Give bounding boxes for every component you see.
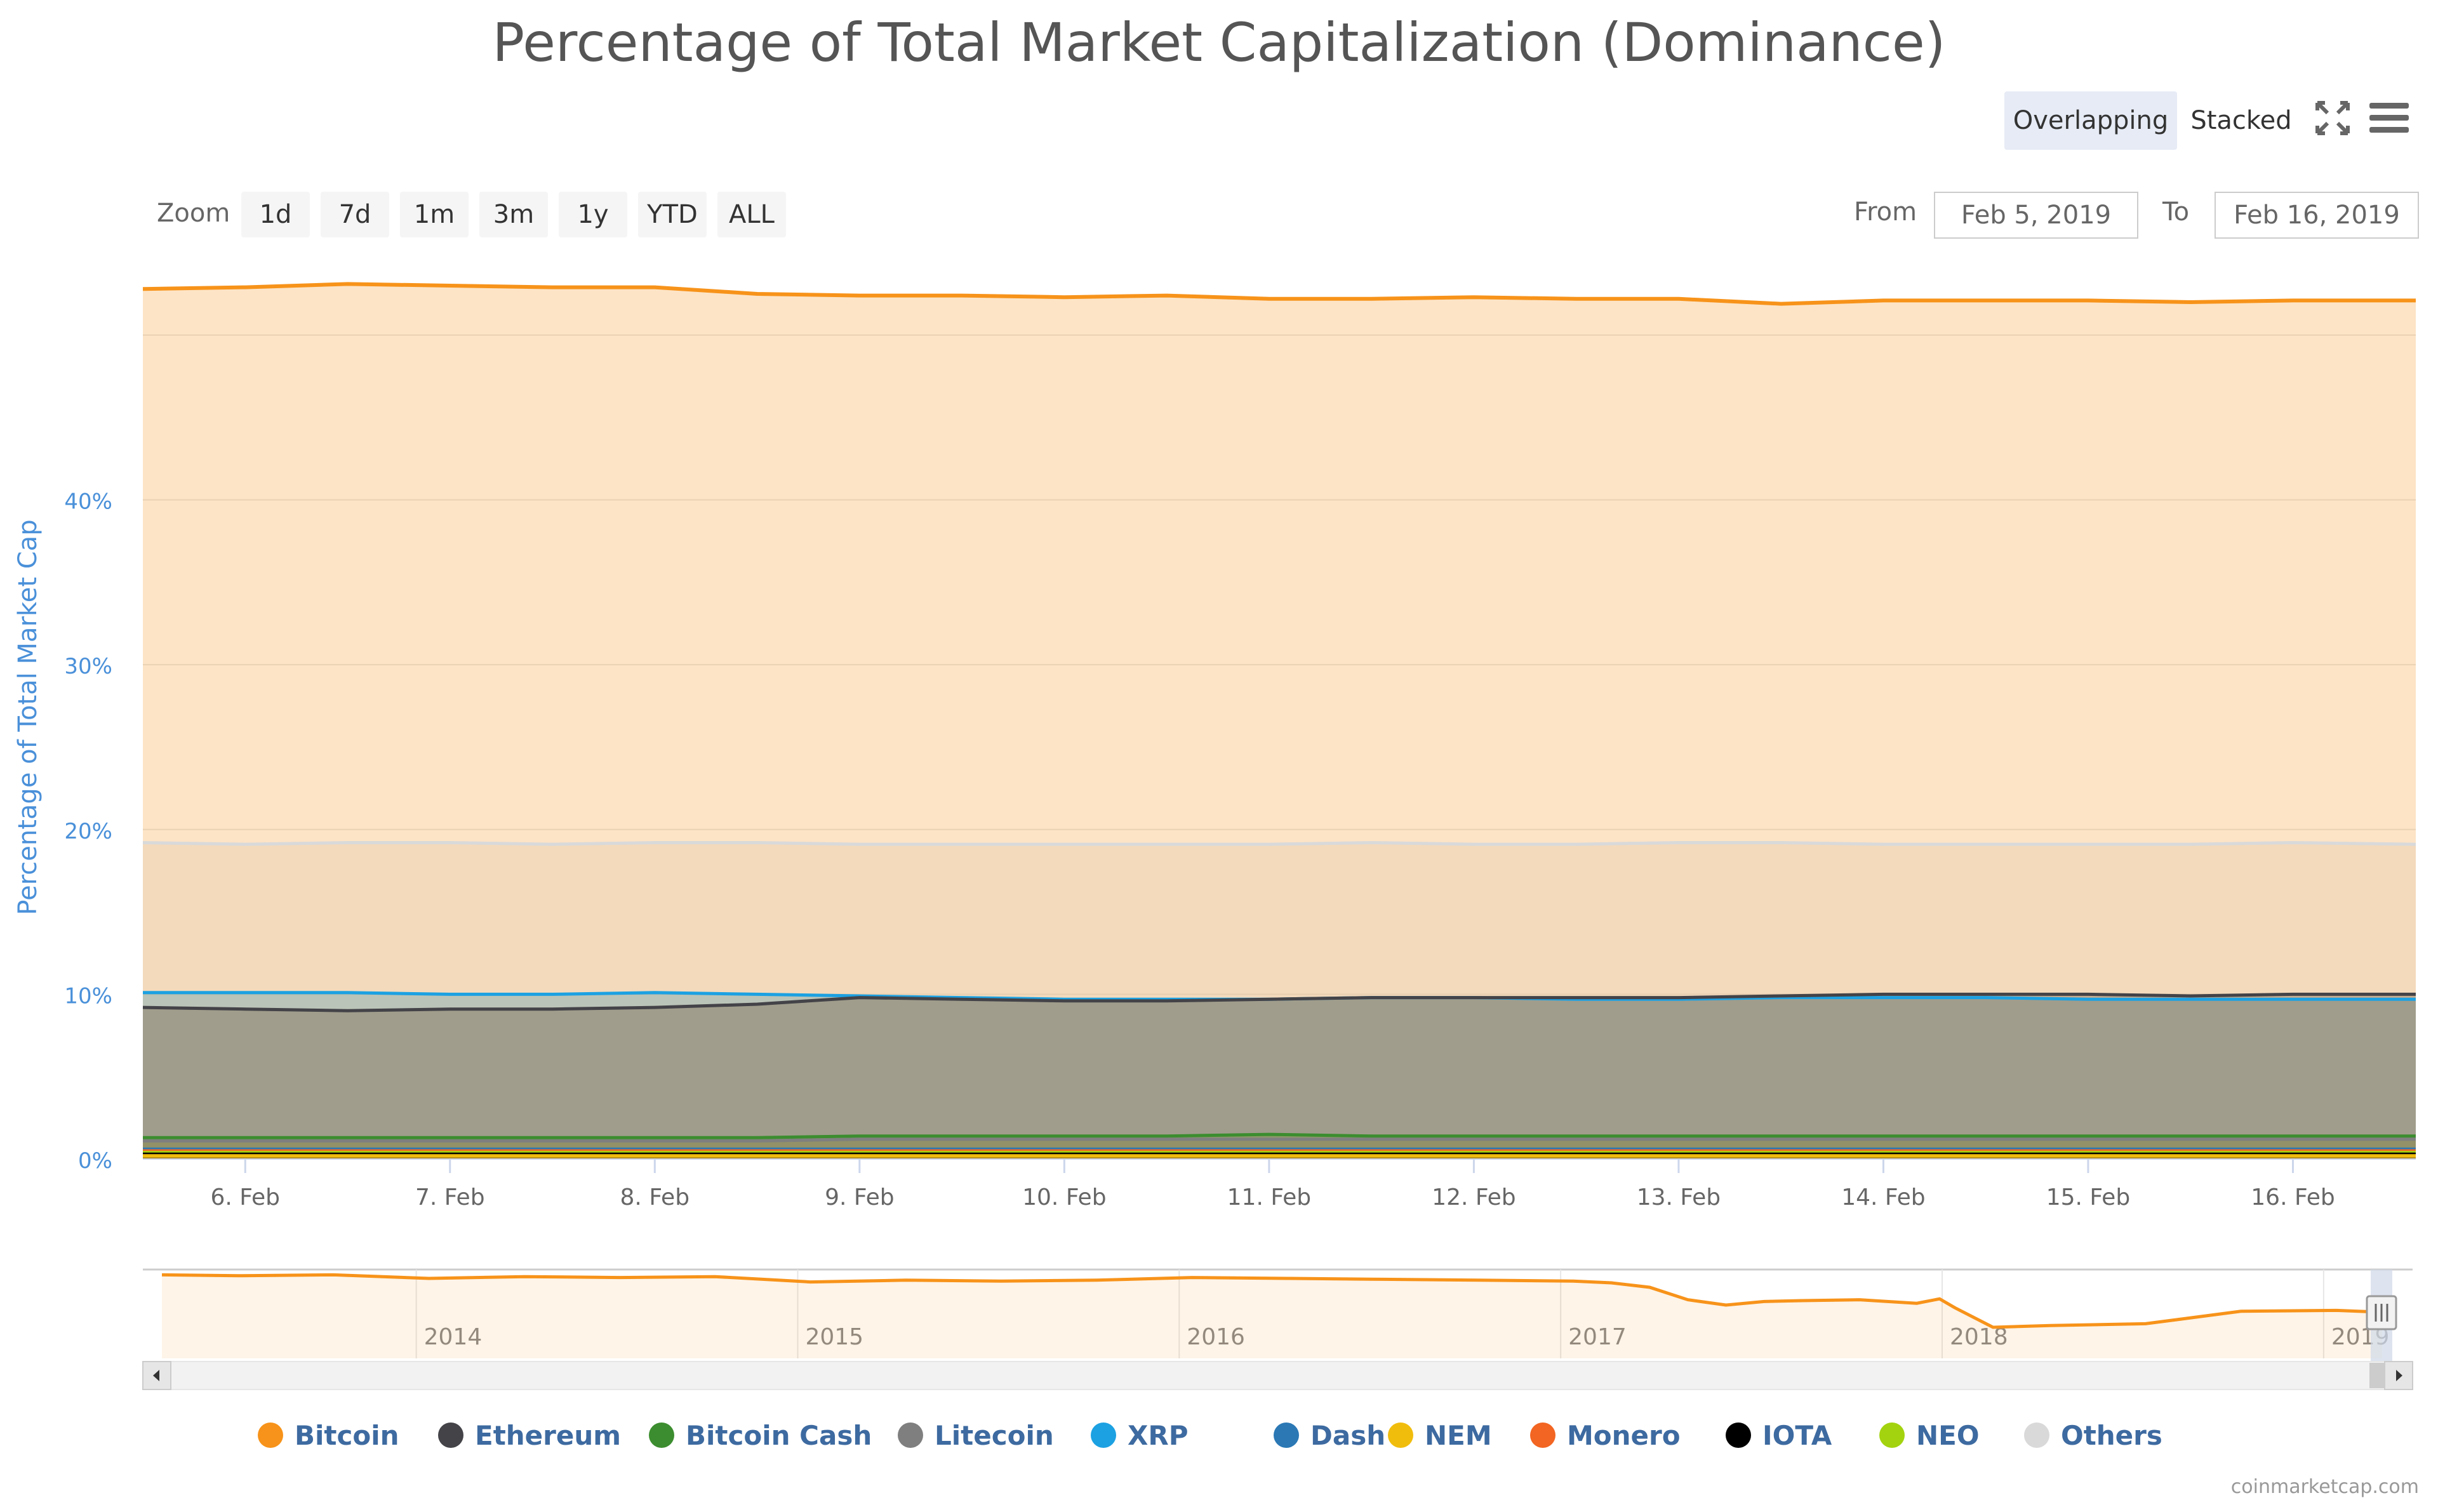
legend-item-nem[interactable]: NEM <box>1388 1417 1492 1455</box>
x-tick-label: 6. Feb <box>210 1184 280 1210</box>
legend-marker-icon <box>1726 1422 1751 1448</box>
x-tick-label: 11. Feb <box>1227 1184 1311 1210</box>
legend-label: XRP <box>1128 1420 1189 1451</box>
x-tick-label: 13. Feb <box>1637 1184 1721 1210</box>
x-tick-label: 10. Feb <box>1022 1184 1106 1210</box>
zoom-button-all[interactable]: ALL <box>717 192 786 237</box>
stacked-button[interactable]: Stacked <box>2184 91 2298 150</box>
legend-item-iota[interactable]: IOTA <box>1726 1417 1832 1455</box>
x-tick-label: 12. Feb <box>1432 1184 1515 1210</box>
area-others <box>143 842 2416 1159</box>
series-line-ethereum <box>142 992 2416 1012</box>
navigator-area <box>162 1275 2382 1358</box>
fullscreen-icon[interactable] <box>2315 100 2350 136</box>
y-tick-label: 10% <box>64 983 112 1009</box>
zoom-label: Zoom <box>157 199 230 228</box>
legend-marker-icon <box>1091 1422 1116 1448</box>
legend-item-dash[interactable]: Dash <box>1274 1417 1385 1455</box>
y-axis-title: Percentage of Total Market Cap <box>13 519 43 915</box>
legend-label: Monero <box>1567 1420 1681 1451</box>
x-tick-label: 16. Feb <box>2251 1184 2335 1210</box>
legend-label: Bitcoin Cash <box>686 1420 872 1451</box>
area-bitcoin <box>143 284 2416 1159</box>
legend-label: Others <box>2061 1420 2162 1451</box>
legend-label: NEM <box>1425 1420 1492 1451</box>
legend-marker-icon <box>1879 1422 1905 1448</box>
scrollbar-track <box>142 1361 2413 1390</box>
legend-label: Dash <box>1310 1420 1386 1451</box>
chevron-left-icon <box>153 1370 159 1381</box>
to-date-input[interactable]: Feb 16, 2019 <box>2215 192 2419 239</box>
legend-item-xrp[interactable]: XRP <box>1091 1417 1189 1455</box>
legend-marker-icon <box>1530 1422 1555 1448</box>
legend-item-neo[interactable]: NEO <box>1879 1417 1980 1455</box>
area-ethereum <box>143 994 2416 1159</box>
legend-label: IOTA <box>1762 1420 1832 1451</box>
zoom-button-1y[interactable]: 1y <box>559 192 627 237</box>
legend-item-litecoin[interactable]: Litecoin <box>898 1417 1054 1455</box>
legend-item-ethereum[interactable]: Ethereum <box>438 1417 621 1455</box>
from-date-input[interactable]: Feb 5, 2019 <box>1934 192 2138 239</box>
legend-label: Litecoin <box>935 1420 1054 1451</box>
legend-label: Ethereum <box>475 1420 622 1451</box>
legend-marker-icon <box>1388 1422 1413 1448</box>
chevron-right-icon <box>2396 1370 2402 1381</box>
legend-label: NEO <box>1916 1420 1980 1451</box>
legend-label: Bitcoin <box>295 1420 399 1451</box>
to-label: To <box>2162 197 2190 227</box>
legend-marker-icon <box>649 1422 674 1448</box>
zoom-button-1d[interactable]: 1d <box>241 192 310 237</box>
zoom-button-3m[interactable]: 3m <box>479 192 548 237</box>
y-tick-label: 0% <box>78 1148 112 1174</box>
navigator-year-label: 2014 <box>424 1324 483 1350</box>
legend-marker-icon <box>2024 1422 2049 1448</box>
x-tick-label: 8. Feb <box>620 1184 690 1210</box>
x-tick-label: 9. Feb <box>825 1184 895 1210</box>
series-line-litecoin <box>143 1137 2416 1143</box>
zoom-button-7d[interactable]: 7d <box>321 192 389 237</box>
navigator-line <box>161 1273 2382 1329</box>
x-tick-label: 7. Feb <box>415 1184 485 1210</box>
zoom-button-ytd[interactable]: YTD <box>638 192 707 237</box>
legend-marker-icon <box>438 1422 463 1448</box>
series-line-others <box>142 840 2416 846</box>
credits-link[interactable]: coinmarketcap.com <box>2230 1476 2419 1498</box>
navigator-year-label: 2017 <box>1568 1324 1627 1350</box>
menu-icon[interactable] <box>2369 102 2409 135</box>
chart-title: Percentage of Total Market Capitalizatio… <box>492 11 1946 74</box>
legend-item-others[interactable]: Others <box>2024 1417 2162 1455</box>
series-line-bitcoin-cash <box>143 1132 2416 1139</box>
legend-marker-icon <box>1274 1422 1299 1448</box>
from-label: From <box>1854 197 1917 227</box>
legend-marker-icon <box>898 1422 923 1448</box>
y-tick-label: 30% <box>64 654 112 679</box>
x-tick-label: 14. Feb <box>1841 1184 1925 1210</box>
navigator-year-label: 2015 <box>805 1324 863 1350</box>
y-tick-label: 20% <box>64 819 112 844</box>
zoom-button-1m[interactable]: 1m <box>400 192 469 237</box>
x-tick-label: 15. Feb <box>2046 1184 2130 1210</box>
legend-marker-icon <box>258 1422 283 1448</box>
overlapping-button[interactable]: Overlapping <box>2004 91 2177 150</box>
legend-item-bitcoin[interactable]: Bitcoin <box>258 1417 399 1455</box>
legend-item-monero[interactable]: Monero <box>1530 1417 1681 1455</box>
navigator-year-label: 2016 <box>1187 1324 1245 1350</box>
y-tick-label: 40% <box>64 489 112 515</box>
series-line-bitcoin <box>142 282 2416 306</box>
area-xrp <box>143 992 2416 1159</box>
legend-item-bitcoin-cash[interactable]: Bitcoin Cash <box>649 1417 872 1455</box>
